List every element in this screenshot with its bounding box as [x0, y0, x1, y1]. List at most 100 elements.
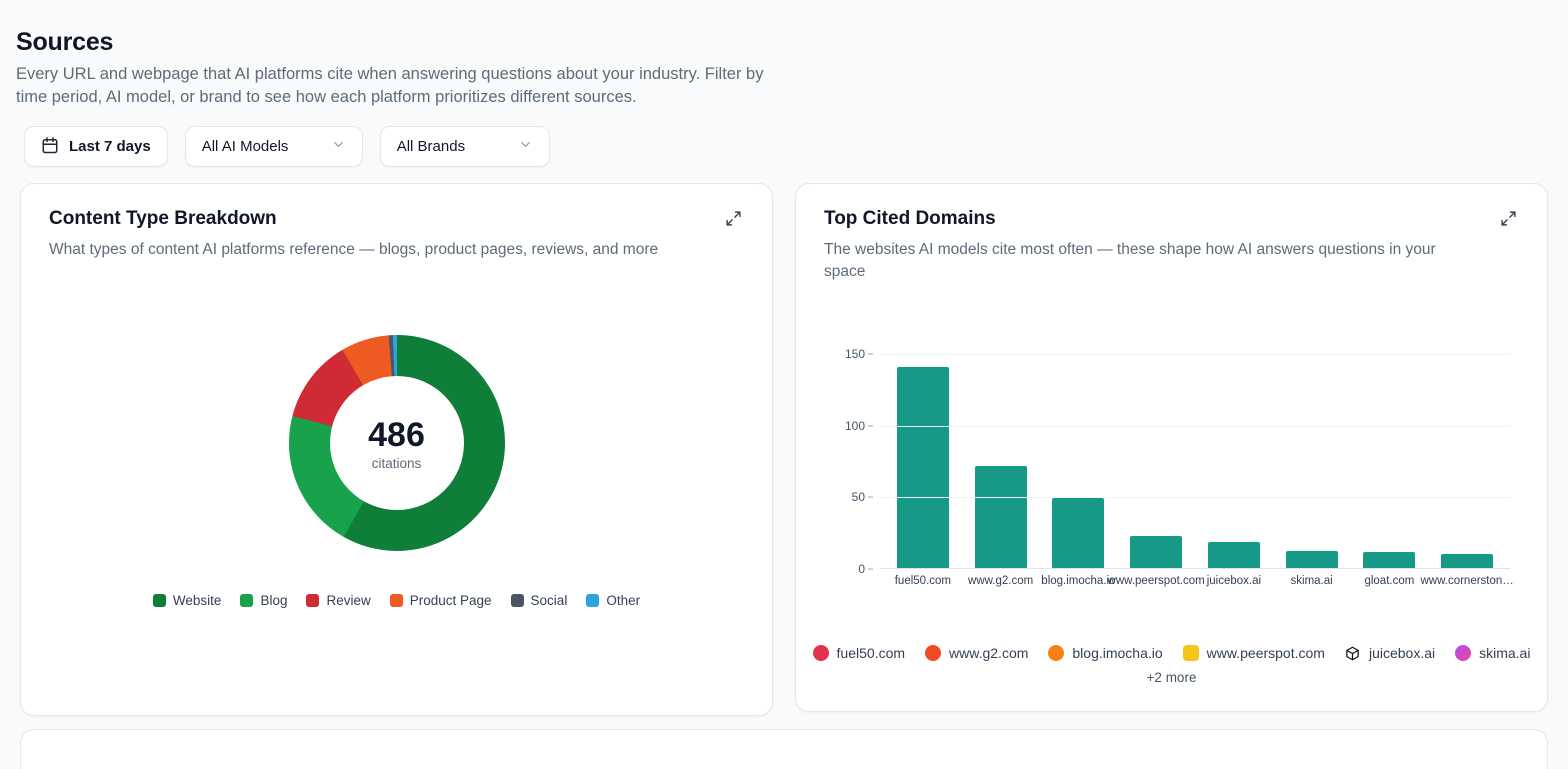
domain-legend-item[interactable]: blog.imocha.io — [1048, 645, 1163, 661]
domain-legend-item[interactable]: www.g2.com — [925, 645, 1028, 661]
bar-slot: juicebox.ai — [1195, 542, 1273, 587]
ai-model-select[interactable]: All AI Models — [184, 126, 363, 167]
y-tick-mark — [868, 568, 873, 570]
filter-bar: Last 7 days All AI Models All Brands — [24, 126, 550, 167]
domain-label: fuel50.com — [836, 645, 906, 661]
domain-label: blog.imocha.io — [1072, 645, 1163, 661]
bar-juicebox.ai[interactable] — [1207, 542, 1260, 568]
calendar-icon — [41, 136, 59, 158]
x-tick-label: www.peerspot.com — [1107, 575, 1205, 587]
legend-item-website[interactable]: Website — [152, 593, 222, 608]
legend-label: Product Page — [409, 593, 492, 608]
donut-center: 486 citations — [329, 376, 464, 510]
juicebox-ai-favicon-icon — [1345, 645, 1361, 661]
y-tick-label: 0 — [858, 562, 865, 576]
x-tick-label: fuel50.com — [894, 575, 952, 587]
donut-chart: 486 citations — [49, 335, 744, 551]
bar-www.g2.com[interactable] — [974, 466, 1027, 568]
content-type-legend: Website Blog Review Product Page Social Other — [49, 593, 744, 608]
bar-plot: fuel50.com www.g2.com blog.imocha.io www.pe… — [880, 354, 1514, 587]
x-tick-label: www.cornerston… — [1420, 575, 1514, 587]
bar-slot: gloat.com — [1351, 552, 1429, 587]
citations-caption: citations — [371, 455, 422, 471]
legend-label: Blog — [260, 593, 288, 608]
page-title: Sources — [16, 28, 114, 56]
date-range-label: Last 7 days — [69, 138, 151, 155]
domain-legend-item[interactable]: fuel50.com — [812, 645, 906, 661]
legend-item-other[interactable]: Other — [586, 593, 640, 608]
card-subtitle: The websites AI models cite most often —… — [824, 241, 1436, 280]
y-tick-mark — [868, 496, 873, 498]
brand-value: All Brands — [396, 138, 466, 155]
legend-swatch-icon — [306, 594, 320, 607]
card-subtitle: What types of content AI platforms refer… — [49, 241, 659, 258]
domain-legend-item[interactable]: skima.ai — [1455, 645, 1530, 661]
domain-label: www.g2.com — [949, 645, 1029, 661]
legend-item-blog[interactable]: Blog — [240, 593, 287, 608]
top-cited-domains-card: Top Cited Domains The websites AI models… — [795, 183, 1548, 712]
card-header: Top Cited Domains — [824, 208, 1519, 230]
expand-button[interactable] — [1498, 208, 1519, 229]
bar-slot: www.g2.com — [962, 466, 1040, 587]
expand-icon — [1500, 211, 1517, 230]
bars: fuel50.com www.g2.com blog.imocha.io www.pe… — [880, 354, 1514, 587]
legend-label: Other — [606, 593, 641, 608]
y-tick-label: 150 — [844, 347, 865, 361]
fuel50-com-favicon-icon — [812, 645, 829, 661]
domain-legend-item[interactable]: juicebox.ai — [1345, 645, 1435, 661]
x-tick-label: gloat.com — [1364, 575, 1415, 587]
domain-label: www.peerspot.com — [1206, 645, 1325, 661]
x-tick-label: www.g2.com — [968, 575, 1034, 587]
bar-skima.ai[interactable] — [1285, 550, 1338, 568]
y-tick-mark — [868, 353, 873, 355]
expand-button[interactable] — [723, 208, 744, 229]
next-card-edge — [20, 729, 1548, 769]
chevron-down-icon — [331, 137, 346, 156]
bar-blog.imocha.io[interactable] — [1052, 497, 1105, 568]
card-title: Content Type Breakdown — [49, 208, 277, 229]
legend-swatch-icon — [240, 594, 254, 607]
bar-gloat.com[interactable] — [1363, 552, 1416, 568]
bar-www.cornerston…[interactable] — [1441, 553, 1494, 568]
page-description: Every URL and webpage that AI platforms … — [16, 65, 764, 106]
bar-slot: fuel50.com — [884, 367, 962, 587]
chevron-down-icon — [518, 137, 533, 156]
legend-label: Review — [326, 593, 371, 608]
content-type-breakdown-card: Content Type Breakdown What types of con… — [20, 183, 773, 716]
bar-fuel50.com[interactable] — [896, 367, 949, 568]
cards-row: Content Type Breakdown What types of con… — [20, 183, 1548, 716]
bar-www.peerspot.com[interactable] — [1130, 536, 1183, 568]
legend-label: Social — [530, 593, 568, 608]
legend-label: Website — [172, 593, 222, 608]
gridline — [880, 425, 1510, 427]
bar-slot: www.cornerston… — [1420, 553, 1514, 587]
card-title: Top Cited Domains — [824, 208, 996, 229]
x-tick-label: juicebox.ai — [1206, 575, 1262, 587]
donut-ring[interactable]: 486 citations — [288, 335, 505, 551]
ai-model-value: All AI Models — [201, 138, 289, 155]
y-tick-mark — [868, 425, 873, 427]
date-range-button[interactable]: Last 7 days — [24, 126, 168, 167]
brand-select[interactable]: All Brands — [379, 126, 550, 167]
gridline — [880, 497, 1510, 499]
legend-item-social[interactable]: Social — [510, 593, 568, 608]
bar-slot: blog.imocha.io — [1040, 497, 1118, 587]
expand-icon — [725, 211, 742, 230]
legend-swatch-icon — [586, 594, 600, 607]
legend-item-review[interactable]: Review — [306, 593, 371, 608]
legend-swatch-icon — [389, 594, 403, 607]
x-tick-label: skima.ai — [1290, 575, 1333, 587]
card-header: Content Type Breakdown — [49, 208, 744, 230]
bar-slot: skima.ai — [1273, 550, 1351, 587]
skima-ai-favicon-icon — [1455, 645, 1472, 661]
citations-total: 486 — [368, 415, 425, 454]
x-tick-label: blog.imocha.io — [1041, 575, 1116, 587]
more-domains-label[interactable]: +2 more — [1146, 670, 1197, 685]
legend-item-product-page[interactable]: Product Page — [389, 593, 492, 608]
domain-label: juicebox.ai — [1368, 645, 1436, 661]
gridline — [880, 354, 1510, 355]
bar-yaxis: 0 50 100 150 — [826, 347, 874, 576]
bar-slot: www.peerspot.com — [1108, 536, 1205, 587]
domain-legend-item[interactable]: www.peerspot.com — [1182, 645, 1325, 661]
blog-imocha-io-favicon-icon — [1048, 645, 1065, 661]
